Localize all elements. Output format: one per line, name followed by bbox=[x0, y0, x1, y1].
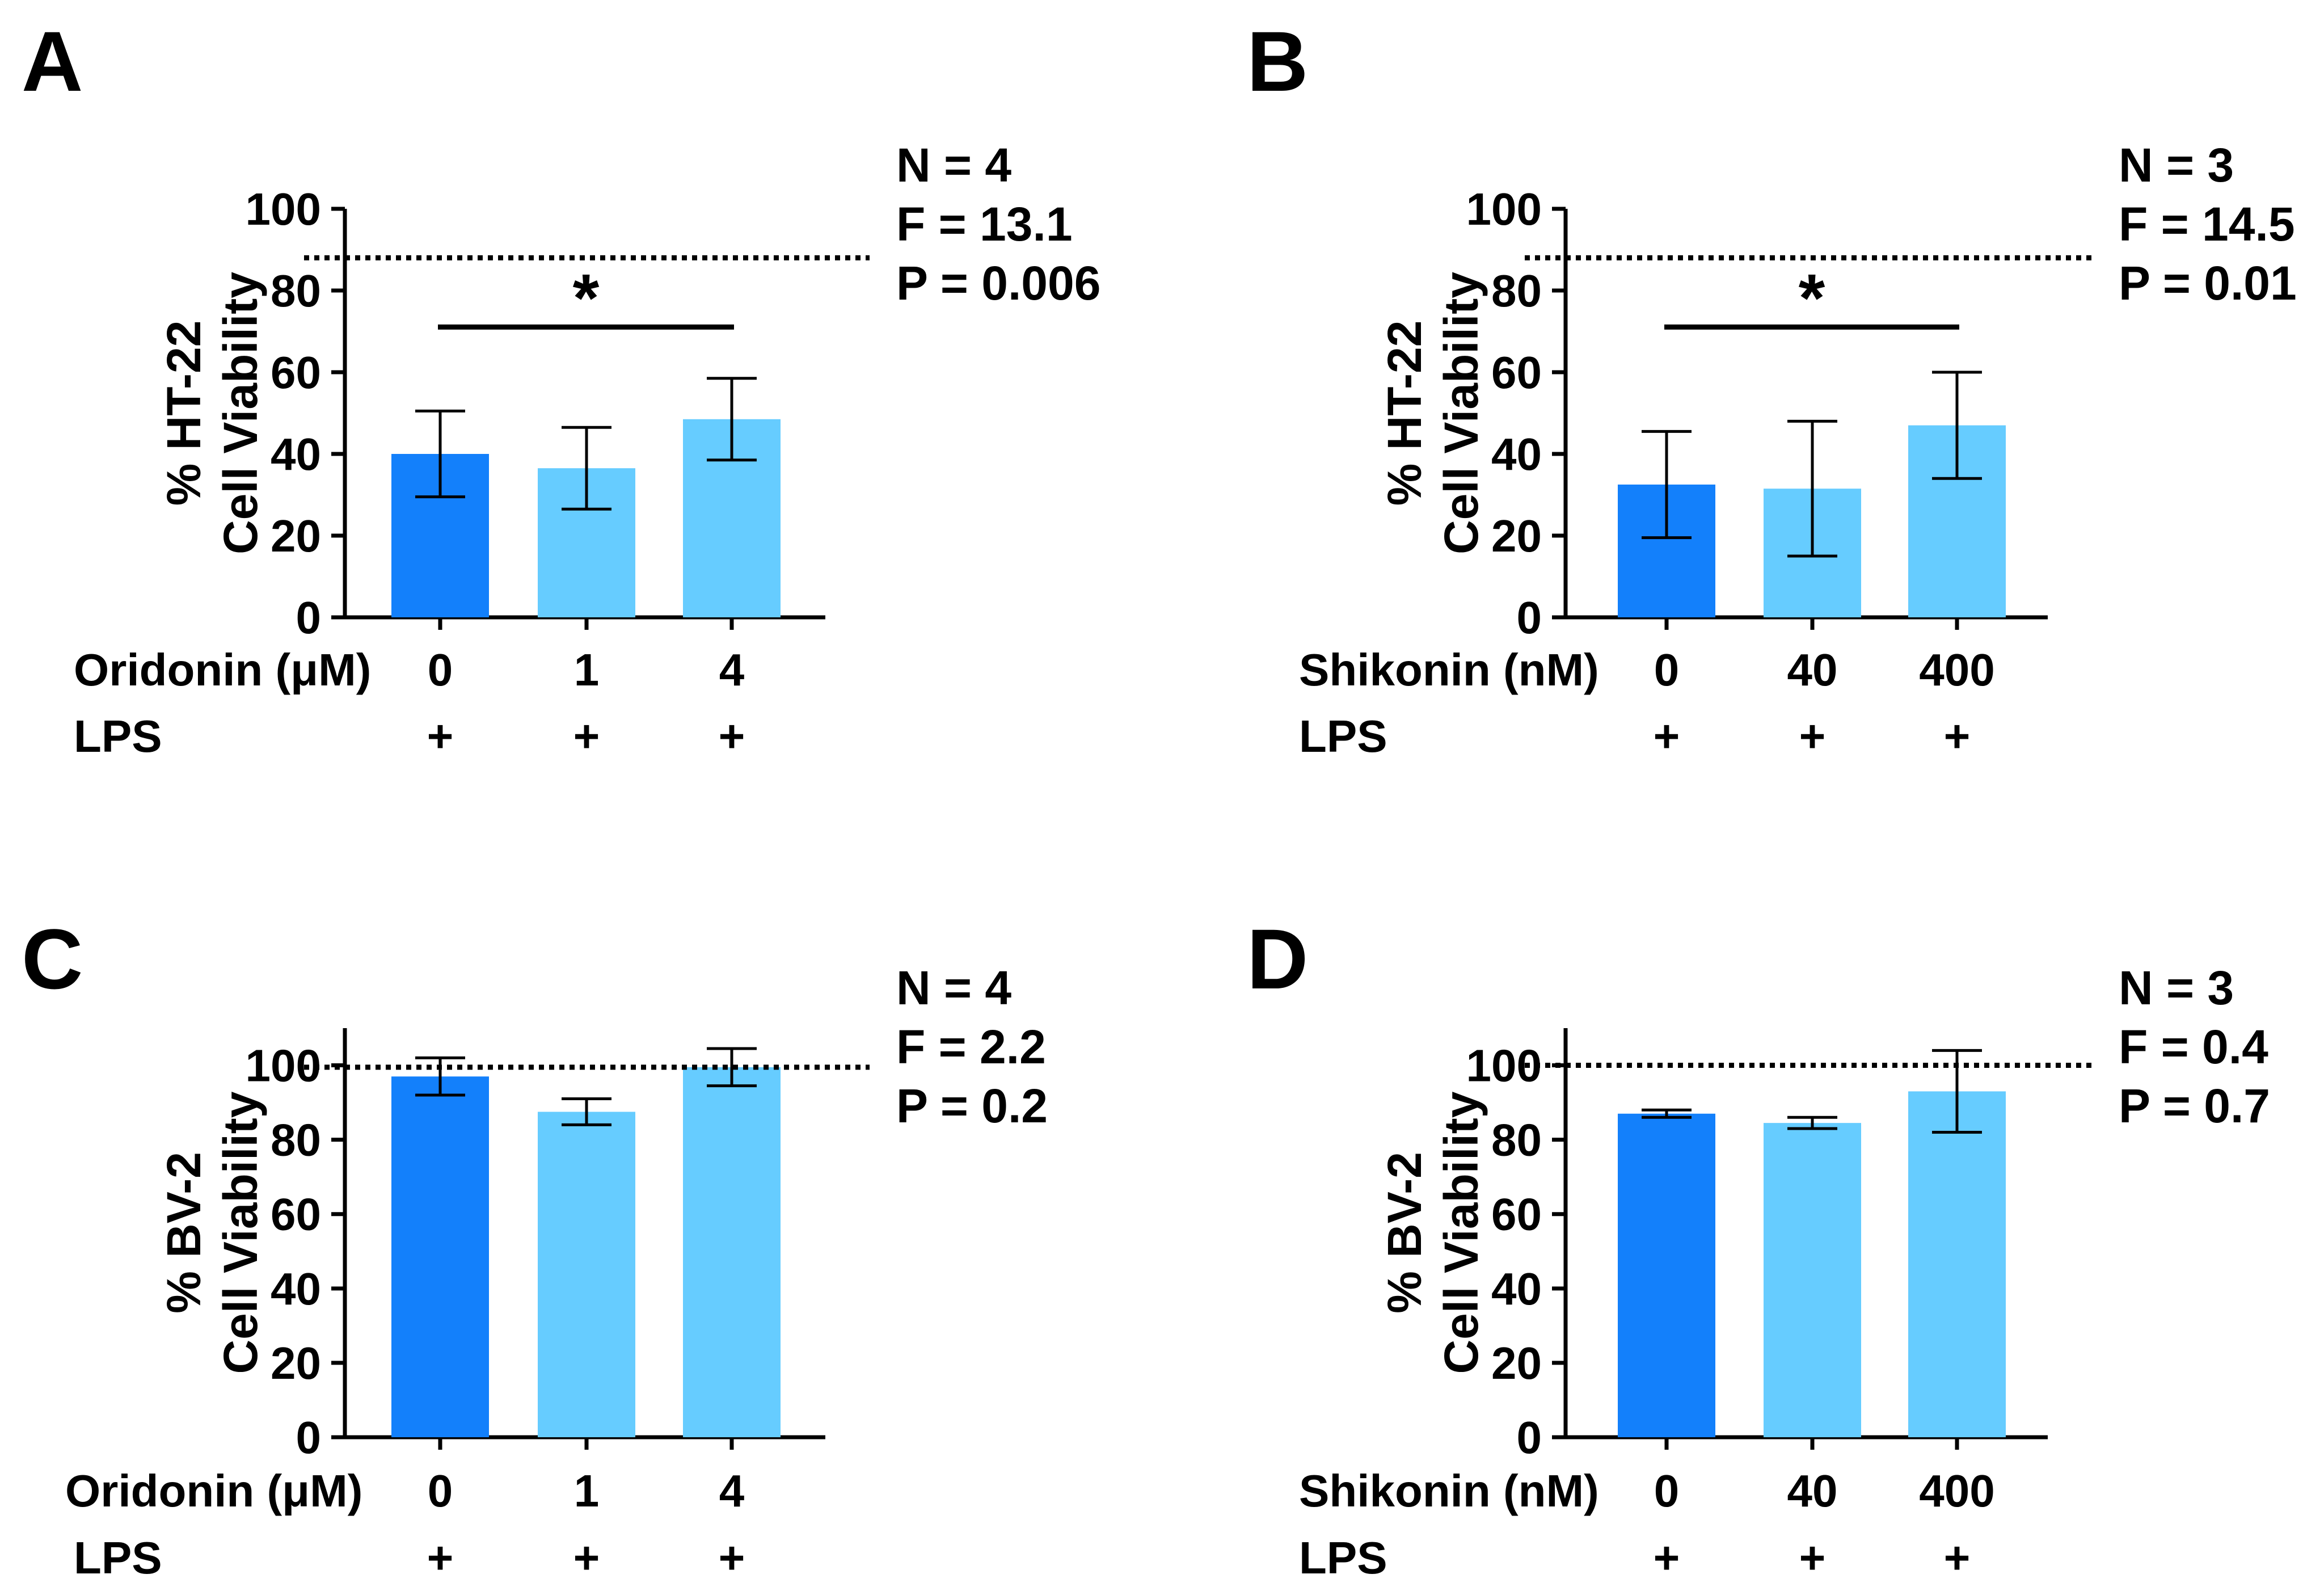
panel-letter: B bbox=[1247, 14, 1308, 109]
significance-star: * bbox=[1799, 260, 1825, 336]
panel-d: D N = 3F = 0.4P = 0.7 0 20 40 60 80 100 % BV-2 Ce… bbox=[1247, 911, 2270, 1583]
x-tick-label: 40 bbox=[1787, 645, 1838, 695]
bar bbox=[538, 1112, 635, 1437]
x-tick-label: 400 bbox=[1919, 1466, 1994, 1516]
y-tick-label: 40 bbox=[1491, 429, 1542, 479]
y-axis-label: % BV-2 bbox=[1378, 1152, 1431, 1314]
y-tick-label: 40 bbox=[1491, 1264, 1542, 1314]
y-tick-label: 60 bbox=[1491, 1189, 1542, 1240]
stat-line: P = 0.7 bbox=[2119, 1079, 2270, 1133]
y-tick-label: 80 bbox=[271, 266, 321, 316]
x-tick-label: 400 bbox=[1919, 645, 1994, 695]
x-tick-label: 1 bbox=[574, 1466, 600, 1516]
y-axis-label: % HT-22 bbox=[157, 321, 210, 506]
y-tick-label: 20 bbox=[271, 511, 321, 561]
y-tick-label: 100 bbox=[1466, 184, 1542, 234]
x-axis-label: Oridonin (μM) bbox=[74, 645, 371, 695]
x-tick-label: 1 bbox=[574, 645, 600, 695]
y-tick-label: 80 bbox=[271, 1115, 321, 1165]
y-tick-label: 20 bbox=[1491, 511, 1542, 561]
x-tick-label: 4 bbox=[719, 645, 745, 695]
bar bbox=[1764, 1123, 1861, 1437]
stat-line: N = 3 bbox=[2119, 961, 2234, 1015]
y-tick-label: 0 bbox=[296, 592, 322, 643]
x-axis-label: Shikonin (nM) bbox=[1299, 645, 1599, 695]
stat-line: P = 0.2 bbox=[896, 1079, 1048, 1133]
x-tick-label: 0 bbox=[428, 645, 453, 695]
y-axis-label: Cell Viability bbox=[1435, 1091, 1488, 1374]
y-tick-label: 20 bbox=[1491, 1338, 1542, 1388]
lps-value: + bbox=[573, 1533, 600, 1583]
lps-label: LPS bbox=[74, 711, 162, 761]
lps-label: LPS bbox=[1299, 711, 1387, 761]
panel-letter: C bbox=[22, 911, 83, 1007]
lps-value: + bbox=[1654, 711, 1680, 761]
stat-line: N = 3 bbox=[2119, 138, 2234, 192]
y-tick-label: 80 bbox=[1491, 266, 1542, 316]
lps-value: + bbox=[1944, 1533, 1971, 1583]
y-tick-label: 100 bbox=[246, 1041, 321, 1091]
lps-label: LPS bbox=[74, 1533, 162, 1583]
lps-label: LPS bbox=[1299, 1533, 1387, 1583]
x-tick-label: 0 bbox=[428, 1466, 453, 1516]
x-tick-label: 4 bbox=[719, 1466, 745, 1516]
y-tick-label: 0 bbox=[1517, 1412, 1542, 1463]
lps-value: + bbox=[427, 711, 454, 761]
y-tick-label: 20 bbox=[271, 1338, 321, 1388]
lps-value: + bbox=[1799, 1533, 1826, 1583]
bar bbox=[683, 1067, 781, 1437]
stat-line: N = 4 bbox=[896, 138, 1011, 192]
y-tick-label: 80 bbox=[1491, 1115, 1542, 1165]
stat-line: F = 2.2 bbox=[896, 1020, 1046, 1074]
x-tick-label: 0 bbox=[1654, 1466, 1680, 1516]
x-axis-label: Oridonin (μM) bbox=[65, 1466, 362, 1516]
bar bbox=[391, 1076, 489, 1437]
y-axis-label: Cell Viability bbox=[1435, 272, 1488, 554]
lps-value: + bbox=[1944, 711, 1971, 761]
panel-b: B N = 3F = 14.5P = 0.01 0 20 40 60 80 100 % HT-2… bbox=[1247, 14, 2297, 761]
lps-value: + bbox=[573, 711, 600, 761]
y-tick-label: 60 bbox=[271, 1189, 321, 1240]
lps-value: + bbox=[1654, 1533, 1680, 1583]
bar bbox=[1618, 1113, 1715, 1437]
stat-line: N = 4 bbox=[896, 961, 1011, 1015]
lps-value: + bbox=[1799, 711, 1826, 761]
panel-letter: A bbox=[22, 14, 83, 109]
y-tick-label: 60 bbox=[271, 347, 321, 398]
x-tick-label: 40 bbox=[1787, 1466, 1838, 1516]
y-axis-label: Cell Viability bbox=[214, 272, 267, 554]
y-tick-label: 60 bbox=[1491, 347, 1542, 398]
x-axis-label: Shikonin (nM) bbox=[1299, 1466, 1599, 1516]
panel-letter: D bbox=[1247, 911, 1308, 1007]
y-axis-label: % BV-2 bbox=[157, 1152, 210, 1314]
y-tick-label: 0 bbox=[1517, 592, 1542, 643]
stat-line: P = 0.006 bbox=[896, 256, 1100, 310]
y-tick-label: 40 bbox=[271, 429, 321, 479]
significance-star: * bbox=[573, 260, 600, 336]
stat-line: F = 13.1 bbox=[896, 197, 1073, 251]
bar bbox=[1908, 1091, 2006, 1437]
lps-value: + bbox=[719, 1533, 745, 1583]
y-tick-label: 40 bbox=[271, 1264, 321, 1314]
y-axis-label: Cell Viability bbox=[214, 1091, 267, 1374]
y-tick-label: 100 bbox=[246, 184, 321, 234]
y-tick-label: 0 bbox=[296, 1412, 322, 1463]
lps-value: + bbox=[719, 711, 745, 761]
stat-line: P = 0.01 bbox=[2119, 256, 2297, 310]
stat-line: F = 0.4 bbox=[2119, 1020, 2268, 1074]
y-axis-label: % HT-22 bbox=[1378, 321, 1431, 506]
stat-line: F = 14.5 bbox=[2119, 197, 2295, 251]
x-tick-label: 0 bbox=[1654, 645, 1680, 695]
y-tick-label: 100 bbox=[1466, 1041, 1542, 1091]
lps-value: + bbox=[427, 1533, 454, 1583]
